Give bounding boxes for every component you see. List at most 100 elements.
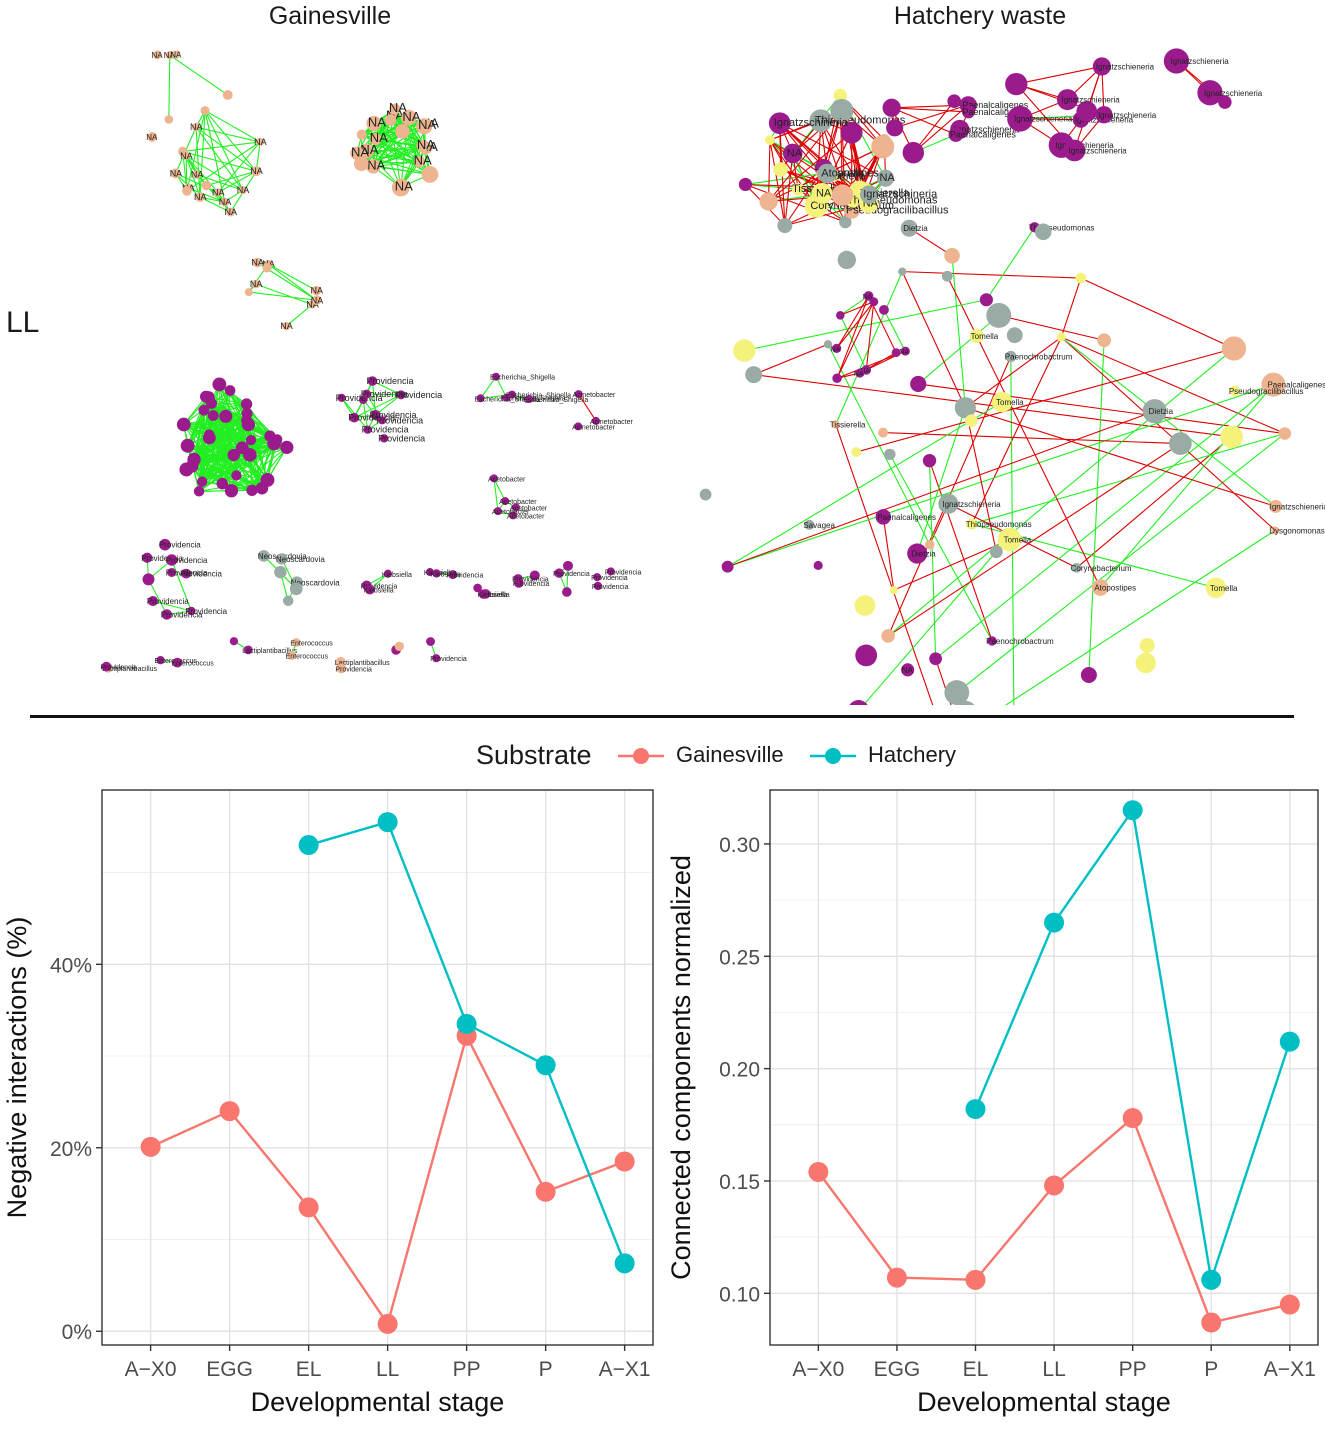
network-edge — [578, 393, 597, 422]
network-edge — [727, 384, 1274, 568]
network-node — [252, 257, 263, 268]
data-point-hatchery — [1279, 1031, 1300, 1052]
network-edge — [836, 295, 870, 349]
network-node-label: Providencia — [361, 583, 398, 590]
network-edge — [745, 183, 846, 223]
network-node — [251, 279, 261, 289]
network-edge — [195, 126, 244, 191]
network-node-label: Acetobacter — [510, 505, 548, 512]
network-node-label: Tissierella — [830, 420, 866, 429]
gnet-h: AcetobacterAcetobacterAcetobacterAcetoba… — [488, 474, 548, 520]
network-node-label: Tomella — [1004, 536, 1032, 545]
network-edge — [1061, 336, 1286, 435]
data-point-gainesville — [219, 1101, 240, 1122]
network-edge — [186, 141, 261, 192]
network-node — [206, 397, 218, 409]
network-edge — [267, 263, 318, 301]
network-edge — [727, 410, 1155, 568]
network-edge — [1016, 65, 1102, 85]
network-edge — [883, 432, 1181, 445]
network-node — [860, 185, 879, 204]
network-node-label: NA — [250, 166, 263, 176]
network-edge — [971, 336, 1062, 525]
data-point-gainesville — [1279, 1294, 1300, 1315]
network-node — [948, 127, 964, 142]
network-node-label: Providencia — [166, 568, 208, 577]
network-node-label: NA — [787, 148, 803, 160]
data-point-hatchery — [377, 812, 398, 833]
network-node — [733, 339, 756, 362]
x-tick-label: A−X1 — [1264, 1358, 1316, 1381]
network-node — [180, 438, 195, 453]
network-edge — [267, 263, 317, 292]
x-tick-label: A−X0 — [125, 1358, 177, 1381]
network-node — [910, 375, 927, 393]
network-node — [432, 654, 441, 663]
network-node — [231, 470, 242, 481]
network-node — [944, 247, 960, 264]
network-node-label: NA — [212, 187, 225, 197]
network-node-label: Acetobacter — [499, 499, 537, 506]
legend-key-gainesville-dot — [633, 748, 649, 764]
network-node — [1007, 105, 1033, 132]
network-node — [311, 295, 322, 306]
network-node — [362, 389, 372, 399]
network-node — [198, 404, 210, 416]
network-node — [235, 441, 249, 455]
network-node — [182, 151, 191, 161]
network-edge — [951, 255, 966, 408]
network-node — [378, 416, 387, 425]
network-node-label: NA — [180, 151, 193, 161]
network-node — [222, 90, 233, 100]
network-node — [337, 393, 346, 403]
network-node — [1197, 80, 1223, 106]
x-tick-label: EGG — [874, 1358, 921, 1381]
network-node-label: NA — [194, 192, 207, 202]
row-label-ll: LL — [6, 306, 40, 339]
network-node-label: NA — [219, 197, 232, 207]
gnet-small-5 — [391, 641, 404, 655]
network-node — [1005, 350, 1017, 363]
network-node — [172, 50, 181, 59]
network-node — [181, 568, 192, 579]
plot-background — [770, 790, 1318, 1345]
x-tick-label: EL — [296, 1358, 322, 1381]
network-node — [165, 51, 174, 60]
network-node-label: Thiopseudomonas — [966, 520, 1032, 529]
network-node — [878, 427, 889, 438]
network-node — [902, 141, 925, 164]
legend: Substrate Gainesville Hatchery — [0, 736, 1325, 776]
network-node — [817, 163, 838, 184]
network-edge — [186, 110, 206, 192]
network-node — [241, 415, 253, 427]
network-edge — [985, 226, 1036, 301]
network-node-label: Tomella — [828, 170, 867, 182]
network-node — [1229, 385, 1241, 397]
network-node — [561, 587, 572, 597]
network-node-label: Neoscardovia — [291, 578, 340, 587]
network-edge — [390, 120, 402, 188]
network-edge — [185, 155, 244, 191]
network-node — [370, 409, 381, 420]
chart-panel-2: 0.100.150.200.250.30A−X0 EGG EL LL PP P A−X1De… — [666, 789, 1319, 1417]
network-node — [167, 567, 177, 578]
network-node — [413, 155, 426, 168]
x-tick-label: LL — [376, 1358, 399, 1381]
network-node — [244, 288, 253, 297]
network-node — [473, 583, 482, 593]
network-node-label: Providencia — [362, 425, 409, 435]
network-node — [276, 553, 288, 565]
network-node-label: Ignatzschieneria — [942, 500, 1001, 509]
network-edge — [185, 155, 201, 198]
network-node — [1169, 432, 1192, 455]
network-node-label: NA — [280, 321, 293, 331]
network-edge — [935, 658, 952, 705]
network-node — [363, 425, 372, 434]
network-node — [394, 641, 404, 652]
network-edge — [212, 415, 243, 449]
gnet-small-2: Lactiplantibacillus — [229, 637, 298, 655]
network-edge — [171, 559, 192, 612]
data-point-hatchery — [298, 835, 319, 856]
y-tick-label: 0.10 — [719, 1283, 760, 1306]
network-node-label: Paenalcaligenes — [962, 100, 1029, 110]
